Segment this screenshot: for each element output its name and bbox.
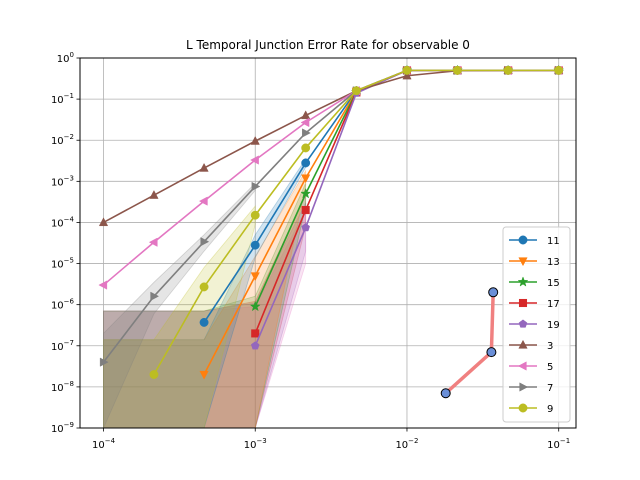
- data-point: [301, 110, 311, 120]
- tick-label: 10−7: [51, 339, 74, 353]
- data-point: [300, 187, 312, 199]
- data-point: [199, 370, 209, 380]
- legend-item: 13: [509, 257, 560, 268]
- legend-item: 11: [509, 235, 560, 247]
- data-point: [199, 162, 209, 172]
- legend-marker: [519, 382, 529, 392]
- tick-label: 10−1: [51, 92, 74, 106]
- data-point: [301, 223, 310, 232]
- data-point: [99, 357, 109, 367]
- legend-marker: [518, 235, 528, 245]
- data-point: [301, 143, 311, 153]
- extra-line: [440, 287, 499, 399]
- data-point: [250, 341, 260, 350]
- legend-item: 7: [509, 382, 553, 394]
- tick-label: 10−9: [51, 421, 74, 435]
- legend-marker: [517, 361, 527, 371]
- legend-item: 17: [509, 298, 560, 310]
- legend-label: 13: [547, 257, 560, 268]
- legend-label: 5: [547, 362, 553, 373]
- data-point: [503, 65, 513, 75]
- legend-label: 3: [547, 341, 553, 352]
- legend-marker: [518, 319, 528, 328]
- confidence-band: [103, 182, 256, 428]
- legend-item: 3: [509, 339, 553, 352]
- tick-label: 10−3: [51, 174, 74, 188]
- data-point: [402, 65, 412, 75]
- data-point: [251, 181, 261, 192]
- data-point: [302, 128, 311, 138]
- data-point: [250, 135, 260, 145]
- data-point: [402, 70, 412, 80]
- confidence-bands: [103, 157, 307, 428]
- legend-item: 9: [509, 403, 553, 415]
- data-point: [149, 190, 159, 199]
- confidence-band: [103, 204, 256, 428]
- data-point: [200, 237, 210, 247]
- data-point: [199, 282, 209, 292]
- legend-label: 17: [547, 299, 560, 310]
- legend-marker: [518, 257, 528, 267]
- data-point: [554, 65, 564, 75]
- data-point: [250, 240, 260, 250]
- legend: 11 13 15 17 19 3 5 7 9: [502, 226, 571, 423]
- series-lines: [98, 64, 565, 380]
- data-point: [198, 196, 208, 206]
- legend-item: 19: [509, 319, 560, 331]
- data-point: [250, 210, 260, 220]
- legend-label: 9: [547, 404, 553, 415]
- chart-title: L Temporal Junction Error Rate for obser…: [186, 38, 470, 52]
- data-point: [300, 117, 310, 128]
- tick-label: 10−5: [51, 257, 74, 271]
- legend-label: 11: [547, 236, 560, 247]
- data-point: [98, 280, 108, 290]
- tick-label: 10−4: [92, 437, 116, 451]
- series-9: [149, 65, 564, 379]
- tick-label: 10−3: [244, 437, 267, 451]
- tick-label: 10−8: [51, 380, 74, 394]
- data-point: [249, 300, 261, 312]
- tick-label: 100: [57, 51, 74, 65]
- data-point: [150, 291, 160, 301]
- data-point: [149, 370, 159, 379]
- legend-label: 15: [547, 278, 560, 289]
- legend-marker: [518, 298, 528, 308]
- data-point: [251, 329, 260, 338]
- extra-line-point: [440, 388, 451, 399]
- legend-label: 19: [547, 320, 560, 331]
- legend-item: 5: [509, 361, 553, 373]
- data-point: [148, 237, 158, 247]
- data-point: [301, 174, 311, 184]
- confidence-band: [103, 169, 307, 428]
- extra-line-point: [488, 287, 499, 298]
- extra-line-point: [486, 347, 497, 358]
- data-point: [452, 65, 462, 75]
- data-point: [301, 158, 311, 168]
- tick-label: 10−6: [51, 298, 75, 312]
- data-point: [301, 206, 310, 215]
- tick-label: 10−1: [547, 437, 570, 451]
- y-axis: 10−9 10−8 10−7 10−6 10−5 10−4 10−3 10−2 10−1 100: [51, 51, 80, 435]
- legend-item: 15: [509, 276, 560, 289]
- legend-marker: [518, 339, 528, 349]
- tick-label: 10−2: [395, 437, 418, 451]
- data-point: [98, 217, 109, 227]
- plot-frame: [79, 57, 577, 429]
- data-point: [250, 272, 260, 282]
- legend-label: 7: [547, 383, 553, 394]
- legend-marker: [517, 276, 529, 287]
- data-point: [199, 317, 209, 327]
- data-point: [351, 86, 361, 96]
- tick-label: 10−4: [51, 215, 75, 229]
- tick-label: 10−2: [51, 133, 74, 147]
- data-point: [250, 155, 259, 165]
- x-axis: 10−4 10−3 10−2 10−1: [92, 428, 570, 451]
- legend-marker: [518, 403, 528, 413]
